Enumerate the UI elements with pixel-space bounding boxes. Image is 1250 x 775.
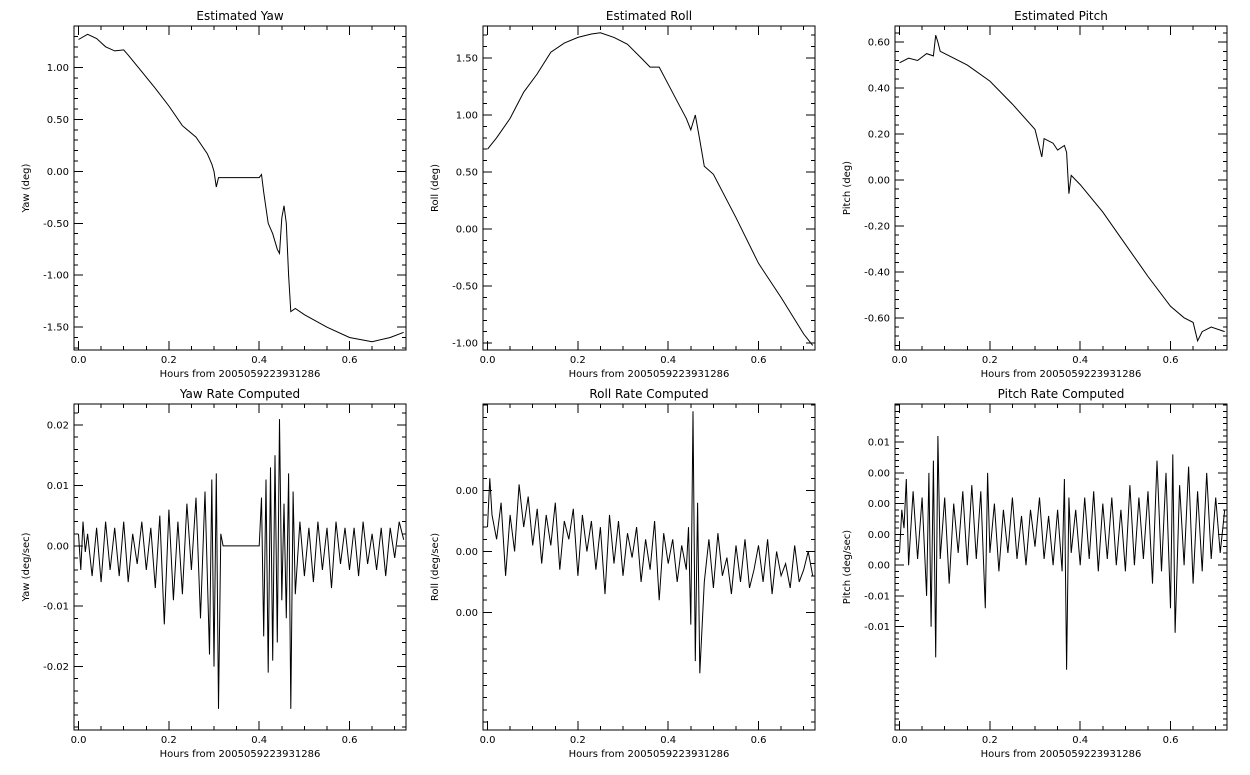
y-axis-label: Pitch (deg/sec)	[842, 530, 853, 605]
y-tick-label: 0.40	[868, 84, 890, 95]
y-tick-label: 0.00	[868, 175, 890, 186]
x-tick-label: 0.6	[1163, 355, 1179, 366]
x-tick-label: 0.2	[161, 735, 177, 746]
plot-frame	[894, 25, 1228, 351]
plot-frame	[73, 403, 407, 731]
y-tick-label: 0.00	[868, 530, 890, 541]
x-tick-label: 0.2	[982, 735, 998, 746]
y-tick-label: -0.01	[864, 622, 890, 633]
x-tick-label: 0.0	[480, 355, 496, 366]
chart-title: Pitch Rate Computed	[998, 387, 1125, 401]
x-tick-label: 0.6	[342, 355, 358, 366]
y-tick-label: 0.00	[47, 167, 69, 178]
y-tick-label: 0.01	[47, 481, 69, 492]
y-tick-label: 0.50	[47, 115, 69, 126]
estimated-yaw-panel: Estimated Yaw Hours from 2005059223931286…	[21, 9, 407, 380]
chart-title: Estimated Roll	[606, 9, 692, 23]
chart-title: Yaw Rate Computed	[179, 387, 300, 401]
plot-frame	[482, 403, 816, 731]
x-axis-label: Hours from 2005059223931286	[160, 369, 321, 380]
y-axis-label: Yaw (deg/sec)	[21, 532, 32, 602]
roll-rate-series-line	[487, 411, 814, 674]
y-tick-label: -1.50	[43, 323, 69, 334]
y-tick-label: -1.00	[43, 271, 69, 282]
y-tick-label: -0.40	[864, 267, 890, 278]
y-tick-label: -0.02	[43, 662, 69, 673]
x-tick-label: 0.2	[570, 735, 586, 746]
chart-title: Estimated Yaw	[196, 9, 283, 23]
y-tick-label: -0.01	[864, 591, 890, 602]
y-tick-label: 0.00	[868, 561, 890, 572]
x-tick-label: 0.4	[1072, 355, 1088, 366]
x-tick-label: 0.6	[342, 735, 358, 746]
estimated-roll-panel: Estimated Roll Hours from 200505922393128…	[430, 9, 816, 380]
y-axis-label: Roll (deg)	[430, 164, 441, 212]
estimated-pitch-series-line	[899, 35, 1225, 343]
x-axis-label: Hours from 2005059223931286	[569, 369, 730, 380]
x-tick-label: 0.2	[570, 355, 586, 366]
yaw-rate-panel: Yaw Rate Computed Hours from 200505922393…	[21, 387, 407, 760]
plot-frame	[482, 25, 816, 351]
y-axis-label: Roll (deg/sec)	[430, 533, 441, 601]
estimated-yaw-series-line	[78, 33, 404, 343]
x-axis-label: Hours from 2005059223931286	[569, 749, 730, 760]
x-tick-label: 0.2	[161, 355, 177, 366]
x-axis-label: Hours from 2005059223931286	[981, 749, 1142, 760]
x-tick-label: 0.6	[1163, 735, 1179, 746]
pitch-rate-series-line	[899, 435, 1226, 670]
y-tick-label: -0.20	[864, 221, 890, 232]
y-tick-label: 0.20	[868, 130, 890, 141]
x-axis-label: Hours from 2005059223931286	[160, 749, 321, 760]
x-tick-label: 0.4	[251, 355, 267, 366]
y-tick-label: 1.00	[47, 63, 69, 74]
x-tick-label: 0.4	[1072, 735, 1088, 746]
y-tick-label: 0.00	[456, 486, 478, 497]
y-tick-label: 0.00	[47, 541, 69, 552]
y-tick-label: 1.00	[456, 110, 478, 121]
estimated-roll-series-line	[487, 32, 814, 346]
y-tick-label: -1.00	[452, 339, 478, 350]
y-tick-label: 0.00	[868, 468, 890, 479]
x-tick-label: 0.6	[751, 735, 767, 746]
x-tick-label: 0.4	[660, 735, 676, 746]
x-tick-label: 0.4	[251, 735, 267, 746]
plot-frame	[894, 403, 1228, 731]
x-tick-label: 0.2	[982, 355, 998, 366]
y-axis-label: Yaw (deg)	[21, 163, 32, 213]
y-tick-label: 0.01	[868, 438, 890, 449]
y-tick-label: -0.01	[43, 602, 69, 613]
x-tick-label: 0.4	[660, 355, 676, 366]
y-tick-label: 0.00	[456, 608, 478, 619]
yaw-rate-series-line	[78, 419, 405, 709]
y-tick-label: 0.02	[47, 421, 69, 432]
x-tick-label: 0.0	[892, 355, 908, 366]
y-tick-label: 0.00	[456, 547, 478, 558]
y-tick-label: -0.50	[43, 219, 69, 230]
plot-frame	[73, 25, 407, 351]
y-tick-label: 0.00	[868, 499, 890, 510]
pitch-rate-panel: Pitch Rate Computed Hours from 2005059223…	[842, 387, 1228, 760]
y-tick-label: 0.60	[868, 38, 890, 49]
x-tick-label: 0.0	[892, 735, 908, 746]
y-axis-label: Pitch (deg)	[842, 161, 853, 215]
y-tick-label: 0.50	[456, 168, 478, 179]
chart-title: Estimated Pitch	[1014, 9, 1108, 23]
x-tick-label: 0.0	[480, 735, 496, 746]
y-tick-label: 1.50	[456, 53, 478, 64]
chart-title: Roll Rate Computed	[589, 387, 708, 401]
x-tick-label: 0.6	[751, 355, 767, 366]
x-axis-label: Hours from 2005059223931286	[981, 369, 1142, 380]
estimated-pitch-panel: Estimated Pitch Hours from 20050592239312…	[842, 9, 1228, 380]
roll-rate-panel: Roll Rate Computed Hours from 20050592239…	[430, 387, 816, 760]
y-tick-label: -0.60	[864, 313, 890, 324]
y-tick-label: -0.50	[452, 282, 478, 293]
y-tick-label: 0.00	[456, 225, 478, 236]
x-tick-label: 0.0	[71, 355, 87, 366]
x-tick-label: 0.0	[71, 735, 87, 746]
